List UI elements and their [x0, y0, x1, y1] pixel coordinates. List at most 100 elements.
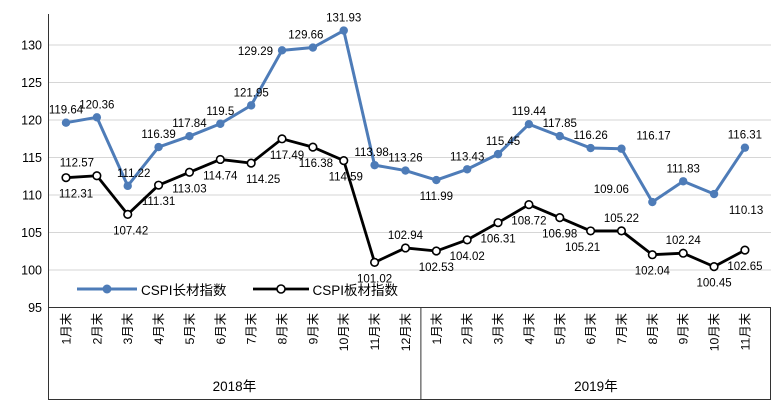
data-point [462, 235, 472, 245]
x-axis-month-label: 8月末 [646, 313, 660, 344]
x-axis-month-label: 9月末 [677, 313, 691, 344]
data-label: 111.31 [142, 196, 175, 208]
data-label: 121.95 [234, 87, 269, 99]
y-axis-tick-label: 120 [21, 114, 42, 128]
data-label: 102.94 [388, 230, 424, 242]
y-axis-tick-label: 95 [28, 301, 42, 315]
data-label: 116.26 [573, 130, 607, 142]
data-label: 117.85 [543, 118, 577, 130]
data-point [678, 248, 688, 258]
data-point [339, 155, 349, 166]
data-point [586, 143, 595, 153]
x-axis-month-label: 2月末 [90, 313, 104, 344]
x-axis-month-label: 6月末 [214, 313, 228, 344]
data-label: 131.93 [326, 13, 361, 25]
data-label: 117.84 [172, 118, 207, 130]
data-point [524, 120, 534, 129]
x-axis-month-label: 11月末 [738, 313, 752, 350]
x-axis-month-label: 1月末 [430, 313, 444, 344]
y-axis-tick-label: 100 [21, 264, 42, 278]
data-point [308, 43, 318, 52]
data-label: 113.98 [354, 147, 388, 159]
legend-line-filled-circle-icon [77, 284, 137, 294]
chart-legend: CSPI长材指数 CSPI板材指数 [76, 279, 398, 299]
data-point [524, 200, 534, 210]
data-label: 115.45 [486, 136, 520, 148]
x-axis-month-label: 10月末 [708, 313, 722, 351]
x-axis-month-label: 10月末 [337, 313, 351, 351]
data-label: 105.22 [604, 213, 639, 225]
data-label: 129.66 [288, 30, 323, 42]
data-point [92, 113, 102, 122]
x-axis-month-label: 3月末 [121, 313, 135, 344]
data-label: 102.24 [666, 235, 702, 247]
x-axis-month-label: 4月末 [522, 313, 536, 344]
data-point [277, 46, 287, 55]
data-label: 116.31 [728, 130, 762, 142]
y-axis-tick-label: 105 [21, 226, 42, 240]
x-axis-month-label: 11月末 [368, 313, 382, 350]
data-label: 114.59 [329, 172, 363, 184]
data-label: 107.42 [113, 225, 148, 237]
data-label: 117.49 [270, 150, 304, 162]
data-label: 113.03 [172, 183, 206, 195]
data-label: 113.26 [388, 153, 422, 165]
data-point [400, 243, 411, 253]
x-axis-month-label: 5月末 [553, 313, 567, 344]
data-point [246, 158, 256, 168]
data-label: 112.57 [60, 158, 94, 170]
data-label: 119.44 [512, 106, 547, 118]
data-label: 106.98 [542, 229, 577, 241]
data-point [709, 262, 719, 272]
data-point [401, 166, 410, 175]
legend-dot [102, 284, 112, 294]
data-point [215, 154, 225, 165]
x-axis-year-label: 2019年 [574, 379, 618, 394]
data-point [586, 226, 596, 236]
data-point [153, 180, 164, 190]
data-point [370, 257, 380, 267]
data-point [709, 189, 719, 199]
data-label: 114.74 [203, 170, 238, 182]
data-label: 116.17 [636, 131, 670, 143]
legend-item-cspi-flat: CSPI板材指数 [252, 279, 399, 299]
data-label: 102.65 [727, 261, 762, 273]
data-label: 119.5 [206, 106, 234, 118]
data-point [616, 226, 627, 236]
x-axis-year-label: 2018年 [213, 379, 257, 394]
data-label: 110.13 [729, 205, 763, 217]
data-label: 109.06 [594, 184, 629, 196]
x-axis-month-label: 8月末 [276, 313, 290, 344]
x-axis-month-label: 3月末 [492, 313, 506, 344]
data-point [154, 142, 163, 152]
data-point [493, 149, 503, 159]
data-point [92, 171, 102, 181]
data-point [277, 134, 287, 144]
legend-label-cspi-flat: CSPI板材指数 [312, 283, 399, 298]
x-axis-month-label: 9月末 [306, 313, 320, 344]
data-point [185, 132, 194, 141]
data-label: 116.39 [141, 129, 175, 141]
y-axis-tick-label: 125 [21, 76, 42, 90]
data-label: 114.25 [246, 174, 280, 186]
x-axis-month-label: 7月末 [245, 313, 259, 344]
data-point [493, 218, 503, 228]
legend-item-cspi-long: CSPI长材指数 [76, 279, 227, 299]
data-label: 104.02 [450, 251, 485, 263]
data-point [308, 142, 318, 152]
data-label: 106.31 [480, 234, 515, 246]
x-axis-month-label: 6月末 [584, 313, 598, 344]
data-point [462, 165, 472, 174]
data-point [617, 144, 626, 153]
data-label: 116.38 [299, 158, 333, 170]
data-point [370, 160, 379, 170]
y-axis-tick-label: 110 [22, 189, 42, 203]
y-axis-tick-label: 130 [21, 39, 42, 53]
y-axis-tick-label: 115 [22, 151, 42, 165]
data-label: 111.22 [117, 168, 150, 180]
x-axis-month-label: 5月末 [183, 313, 197, 344]
x-axis-month-label: 1月末 [60, 313, 74, 344]
data-point [647, 250, 657, 260]
